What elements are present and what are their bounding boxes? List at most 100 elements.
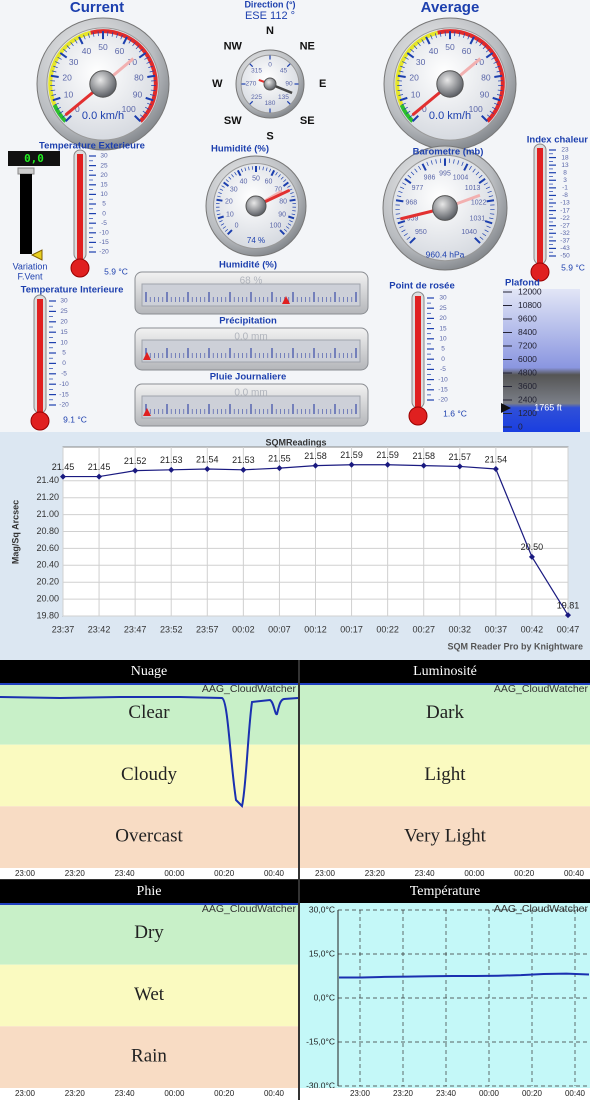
- x-tick-label: 00:27: [412, 624, 435, 634]
- variation-label: F.Vent: [17, 271, 43, 281]
- compass-point: W: [212, 78, 223, 90]
- gauge-minor-tick: [467, 34, 470, 40]
- gauge-minor-tick: [120, 34, 123, 40]
- thermometer-title: Point de rosée: [389, 281, 454, 292]
- y-tick-label: 30,0°C: [309, 904, 335, 914]
- thermometer-tick-label: 5: [102, 201, 106, 208]
- y-tick-label: 0,0°C: [314, 992, 335, 1002]
- gauge-tick-label: 968: [405, 200, 417, 207]
- ceiling-sky: [503, 289, 580, 432]
- x-tick-label: 23:47: [124, 624, 147, 634]
- time-tick-label: 23:20: [65, 1089, 86, 1098]
- gauge-minor-tick: [219, 188, 224, 191]
- bar-readout: 0.0 mm: [234, 332, 267, 343]
- gauge-minor-tick: [487, 190, 492, 193]
- gauge-tick: [145, 96, 154, 102]
- gauge-minor-tick: [231, 174, 234, 178]
- gauge-minor-tick: [479, 236, 484, 240]
- thermometer-tick-label: -1: [562, 185, 568, 192]
- y-tick-label: 20.20: [36, 577, 59, 587]
- temperature-background: [300, 903, 590, 1088]
- gauge-tick: [78, 36, 84, 45]
- gauge-minor-tick: [398, 94, 404, 96]
- gauge-minor-tick: [219, 220, 223, 223]
- thermometer-tick-label: 3: [563, 177, 567, 184]
- gauge-minor-tick: [482, 45, 487, 50]
- x-tick-label: 23:57: [196, 624, 219, 634]
- gauge-tick: [52, 96, 61, 102]
- gauge-tick-label: 60: [462, 46, 472, 56]
- gauge-minor-tick: [283, 179, 287, 183]
- x-tick-label: 23:42: [88, 624, 111, 634]
- temperature-line: [339, 972, 590, 979]
- thermometer-tick-label: 15: [100, 182, 108, 189]
- gauge-tick: [395, 199, 404, 203]
- thermometer-tick-label: -22: [560, 215, 570, 222]
- gauge-tick-label: 1013: [465, 185, 481, 192]
- compass-tick: [249, 100, 254, 105]
- gauge-minor-tick: [401, 229, 406, 233]
- source-label: AAG_CloudWatcher: [202, 683, 297, 695]
- compass-title: Direction (°): [244, 0, 295, 9]
- x-tick-label: 00:42: [521, 624, 544, 634]
- time-tick-label: 23:40: [415, 869, 436, 878]
- thermometer-bulb: [530, 262, 550, 282]
- thermometer-tick-label: -20: [59, 402, 69, 409]
- time-tick-label: 00:40: [264, 1089, 285, 1098]
- gauge-tick: [481, 115, 489, 123]
- gauge-minor-tick: [418, 165, 422, 170]
- sqm-value-label: 21.58: [412, 451, 435, 461]
- gauge-minor-tick: [244, 167, 247, 172]
- thermometer-tick-label: -5: [101, 220, 107, 227]
- status-band: [0, 1026, 298, 1088]
- chart-footer: SQM Reader Pro by Knightware: [447, 641, 583, 651]
- variation-slider: [20, 174, 32, 254]
- gauge-tick-label: 70: [274, 187, 282, 194]
- y-tick-label: 20.00: [36, 593, 59, 603]
- gauge-minor-tick: [430, 34, 433, 40]
- sqm-point: [348, 461, 355, 468]
- time-tick-label: 23:40: [115, 869, 136, 878]
- gauge-minor-tick: [410, 171, 415, 176]
- gauge-title: Barometre (mb): [413, 147, 484, 158]
- status-band: [0, 806, 298, 868]
- time-tick-label: 23:00: [15, 1089, 36, 1098]
- gauge-tick-label: 10: [64, 89, 74, 99]
- gauge-tick-label: 0: [75, 104, 80, 114]
- thermometer-tick-label: 10: [100, 191, 108, 198]
- gauge-minor-tick: [489, 217, 494, 220]
- gauge-readout: 74 %: [247, 236, 265, 245]
- gauge-tick-label: 50: [445, 42, 455, 52]
- gauge-minor-tick: [397, 89, 403, 91]
- gauge-tick-label: 70: [475, 57, 485, 67]
- thermometer-tick-label: 13: [561, 162, 569, 169]
- status-band-label: Cloudy: [121, 764, 177, 785]
- y-axis-label: Mag/Sq Arcsec: [10, 500, 20, 564]
- gauge-minor-tick: [430, 160, 433, 165]
- time-tick-label: 23:20: [365, 869, 386, 878]
- ceiling-tick-label: 4800: [518, 367, 537, 377]
- sqm-point: [204, 465, 211, 472]
- gauge-tick: [138, 52, 147, 59]
- sqm-value-label: 21.55: [268, 454, 291, 464]
- ceiling-tick-label: 3600: [518, 381, 537, 391]
- gauge-minor-tick: [59, 110, 64, 114]
- gauge-tick-label: 1040: [461, 229, 477, 236]
- gauge-minor-tick: [54, 102, 59, 106]
- panel-header: [0, 660, 298, 683]
- gauge-minor-tick: [494, 102, 499, 106]
- bar-readout: 68 %: [240, 276, 263, 287]
- y-tick-label: 19.80: [36, 610, 59, 620]
- y-tick-label: 21.00: [36, 509, 59, 519]
- gauge-minor-tick: [287, 223, 292, 226]
- time-tick-label: 00:00: [164, 869, 185, 878]
- gauge-tick-label: 50: [252, 175, 260, 182]
- gauge-tick: [404, 178, 412, 185]
- gauge-tick-label: 20: [62, 73, 72, 83]
- thermometer-tick-label: 5: [62, 350, 66, 357]
- time-tick-label: 00:20: [522, 1089, 543, 1098]
- sqm-point: [456, 463, 463, 470]
- sqm-value-label: 21.52: [124, 456, 147, 466]
- gauge-minor-tick: [497, 89, 503, 91]
- sqm-point: [132, 467, 139, 474]
